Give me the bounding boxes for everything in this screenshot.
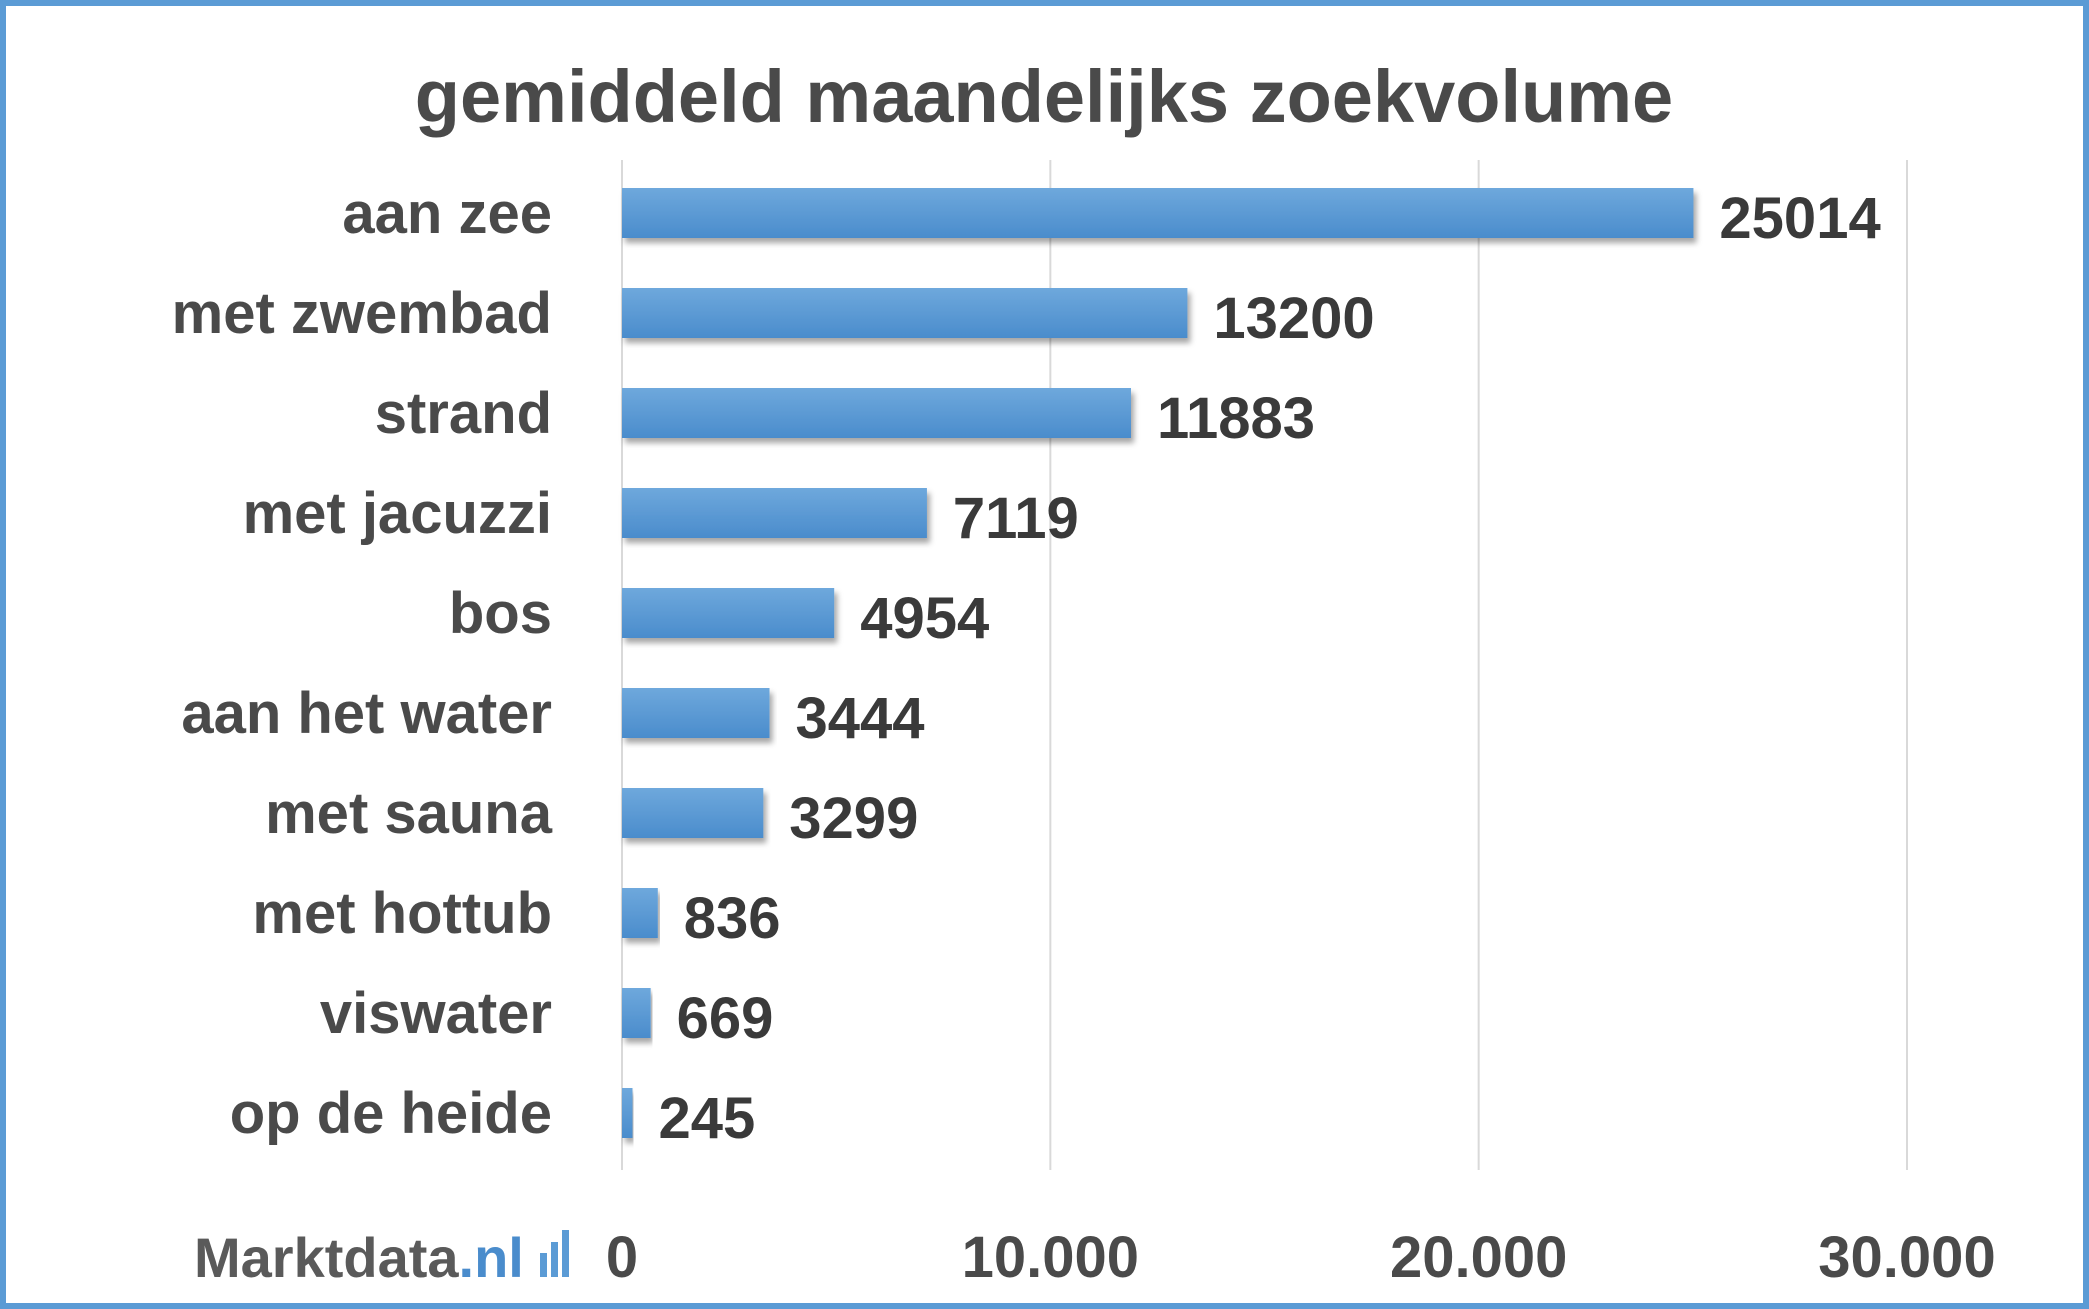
category-label: aan zee — [342, 181, 552, 246]
category-label: viswater — [320, 981, 552, 1046]
value-label: 3444 — [796, 686, 925, 751]
bar — [622, 388, 1131, 438]
category-label: met jacuzzi — [243, 481, 552, 546]
logo-bar-icon — [540, 1253, 547, 1277]
bar — [622, 988, 651, 1038]
tick-labels: 0 10.000 20.000 30.000 — [606, 1225, 1996, 1290]
value-label: 11883 — [1157, 386, 1315, 451]
x-tick-label: 10.000 — [962, 1225, 1139, 1290]
bar — [622, 1088, 633, 1138]
bar — [622, 688, 770, 738]
value-label: 7119 — [953, 486, 1079, 551]
category-label: aan het water — [181, 681, 552, 746]
category-label: met sauna — [265, 781, 553, 846]
bar — [622, 588, 835, 638]
x-tick-label: 0 — [606, 1225, 638, 1290]
bars — [622, 188, 1694, 1138]
chart-title: gemiddeld maandelijks zoekvolume — [415, 55, 1673, 138]
x-tick-label: 30.000 — [1818, 1225, 1995, 1290]
value-label: 13200 — [1213, 286, 1374, 351]
category-labels: aan zee met zwembad strand met jacuzzi bos aa… — [172, 181, 553, 1146]
bar — [622, 288, 1188, 338]
value-label: 25014 — [1719, 186, 1880, 251]
category-label: op de heide — [230, 1081, 552, 1146]
x-tick-label: 20.000 — [1390, 1225, 1567, 1290]
logo-bar-icon — [562, 1230, 569, 1277]
bar — [622, 788, 764, 838]
bar — [622, 488, 927, 538]
category-label: bos — [449, 581, 552, 646]
value-label: 836 — [684, 886, 781, 951]
category-label: met zwembad — [172, 281, 552, 346]
category-label: met hottub — [252, 881, 552, 946]
category-label: strand — [375, 381, 552, 446]
value-label: 669 — [677, 986, 774, 1051]
value-label: 4954 — [860, 586, 989, 651]
value-label: 3299 — [789, 786, 918, 851]
logo-bar-icon — [551, 1242, 558, 1277]
svg-text:Marktdata.nl: Marktdata.nl — [194, 1226, 524, 1289]
logo-text: Marktdata — [194, 1226, 459, 1289]
bar — [622, 888, 658, 938]
logo-suffix: .nl — [459, 1226, 524, 1289]
bar — [622, 188, 1694, 238]
value-label: 245 — [658, 1086, 755, 1151]
marktdata-logo: Marktdata.nl — [194, 1226, 569, 1289]
